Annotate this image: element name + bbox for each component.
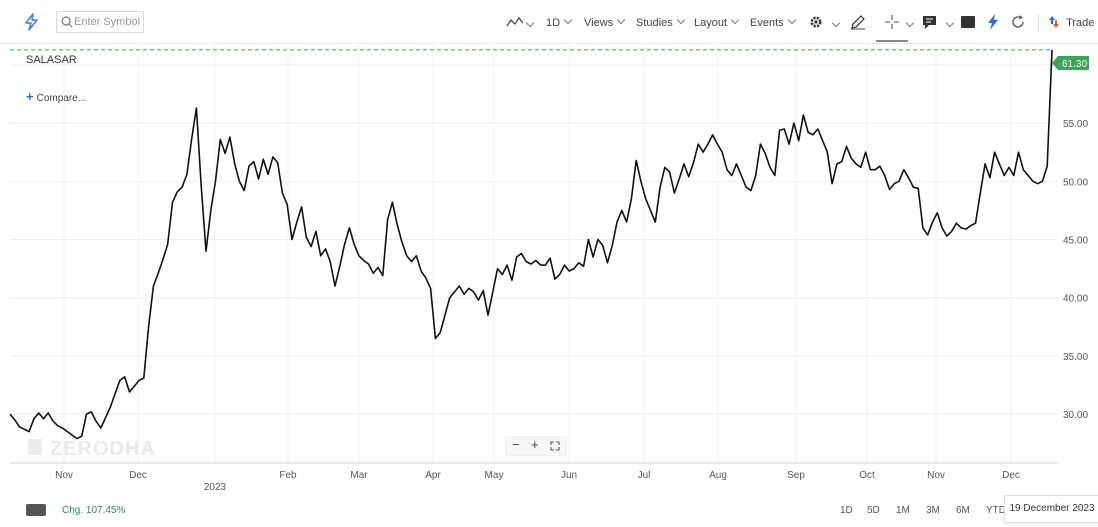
- range-6m[interactable]: 6M: [956, 505, 970, 516]
- x-tick-label: Jul: [638, 470, 651, 481]
- interval-label: 1D: [546, 17, 561, 29]
- studies-label: Studies: [636, 17, 673, 29]
- active-tool-indicator: [876, 40, 908, 42]
- chevron-down-icon[interactable]: [525, 18, 535, 28]
- y-tick-label: 55.00: [1063, 119, 1088, 130]
- chart-grid: [10, 44, 1058, 463]
- x-tick-label: Feb: [279, 470, 297, 481]
- zoom-out-button[interactable]: −: [512, 437, 520, 452]
- chevron-down-icon[interactable]: [831, 18, 841, 28]
- panel-toggle-icon[interactable]: [960, 14, 976, 30]
- y-tick-label: 50.00: [1063, 177, 1088, 188]
- last-price-tag: 61.30: [1052, 56, 1089, 70]
- symbol-search[interactable]: [56, 11, 144, 33]
- range-5d[interactable]: 5D: [867, 505, 880, 516]
- chevron-down-icon[interactable]: [945, 18, 955, 28]
- range-3m[interactable]: 3M: [926, 505, 940, 516]
- x-axis: Nov Dec 2023 Feb Mar Apr May Jun Jul Aug Sep Oct Nov…: [55, 470, 1020, 493]
- events-menu[interactable]: Events: [750, 12, 796, 34]
- x-tick-label: Oct: [859, 470, 875, 481]
- bottom-bar: Chg. 107.45% 1D 5D 1M 3M 6M YTD: [0, 495, 1098, 527]
- chevron-down-icon: [676, 15, 685, 25]
- interval-menu[interactable]: 1D: [546, 12, 573, 34]
- x-tick-label: Mar: [350, 470, 368, 481]
- symbol-label: SALASAR: [26, 54, 77, 66]
- x-tick-label: Dec: [129, 470, 147, 481]
- refresh-icon[interactable]: [1010, 14, 1026, 30]
- last-price-label: 61.30: [1062, 59, 1087, 70]
- chevron-down-icon[interactable]: [905, 18, 915, 28]
- plus-icon: +: [26, 89, 34, 104]
- layout-menu[interactable]: Layout: [694, 12, 740, 34]
- trade-label: Trade: [1066, 17, 1095, 29]
- chg-label: Chg.: [62, 505, 84, 516]
- compare-label: Compare...: [36, 93, 87, 104]
- lightning-icon[interactable]: [986, 14, 1000, 30]
- watermark-logo-icon: [28, 439, 42, 455]
- range-ytd[interactable]: YTD: [986, 505, 1006, 516]
- hover-date-tooltip: 19 December 2023: [1004, 495, 1098, 523]
- x-tick-label: 2023: [204, 482, 227, 493]
- x-tick-label: Dec: [1002, 470, 1020, 481]
- chevron-down-icon: [563, 15, 573, 25]
- top-toolbar: 1D Views Studies Layout Events Trade: [0, 0, 1098, 44]
- y-tick-label: 40.00: [1063, 294, 1088, 305]
- keyboard-icon[interactable]: [26, 504, 46, 516]
- range-1m[interactable]: 1M: [896, 505, 910, 516]
- events-label: Events: [750, 17, 784, 29]
- range-1d[interactable]: 1D: [840, 505, 853, 516]
- trade-button[interactable]: Trade: [1049, 12, 1094, 34]
- views-label: Views: [584, 17, 614, 29]
- search-icon: [61, 16, 73, 28]
- x-tick-label: Apr: [425, 470, 441, 481]
- crosshair-icon[interactable]: [884, 14, 900, 30]
- chg-value: 107.45%: [85, 505, 126, 516]
- y-tick-label: 45.00: [1063, 236, 1088, 247]
- price-series-line: [9, 49, 1053, 440]
- search-input[interactable]: [74, 14, 142, 30]
- trade-arrows-icon: [1049, 16, 1059, 28]
- y-tick-label: 35.00: [1063, 352, 1088, 363]
- views-menu[interactable]: Views: [584, 12, 626, 34]
- x-tick-label: Jun: [561, 470, 577, 481]
- compare-button[interactable]: + Compare...: [26, 89, 86, 104]
- toolbar-divider: [1038, 14, 1039, 32]
- layout-label: Layout: [694, 17, 728, 29]
- zoom-in-button[interactable]: +: [531, 437, 539, 452]
- studies-menu[interactable]: Studies: [636, 12, 685, 34]
- x-tick-label: Nov: [55, 470, 73, 481]
- chevron-down-icon: [616, 15, 626, 25]
- chevron-down-icon: [730, 15, 740, 25]
- chart-type-icon[interactable]: [506, 15, 524, 29]
- settings-gear-icon[interactable]: [808, 14, 824, 30]
- chevron-down-icon: [787, 15, 796, 25]
- zoom-controls: − +: [505, 436, 567, 456]
- comment-icon[interactable]: [922, 14, 938, 30]
- y-tick-label: 30.00: [1063, 410, 1088, 421]
- draw-pencil-icon[interactable]: [850, 14, 866, 30]
- x-tick-label: Sep: [787, 470, 805, 481]
- x-tick-label: Aug: [709, 470, 727, 481]
- x-tick-label: Nov: [927, 470, 945, 481]
- zerodha-watermark: ZERODHA: [50, 438, 156, 460]
- change-indicator: Chg. 107.45%: [62, 505, 125, 516]
- fullscreen-icon[interactable]: [550, 441, 560, 451]
- x-tick-label: May: [485, 470, 504, 481]
- price-chart[interactable]: ZERODHA 30.0035.0040.0045.0050.0055.0060…: [0, 44, 1098, 494]
- lightning-logo-icon[interactable]: [22, 12, 42, 32]
